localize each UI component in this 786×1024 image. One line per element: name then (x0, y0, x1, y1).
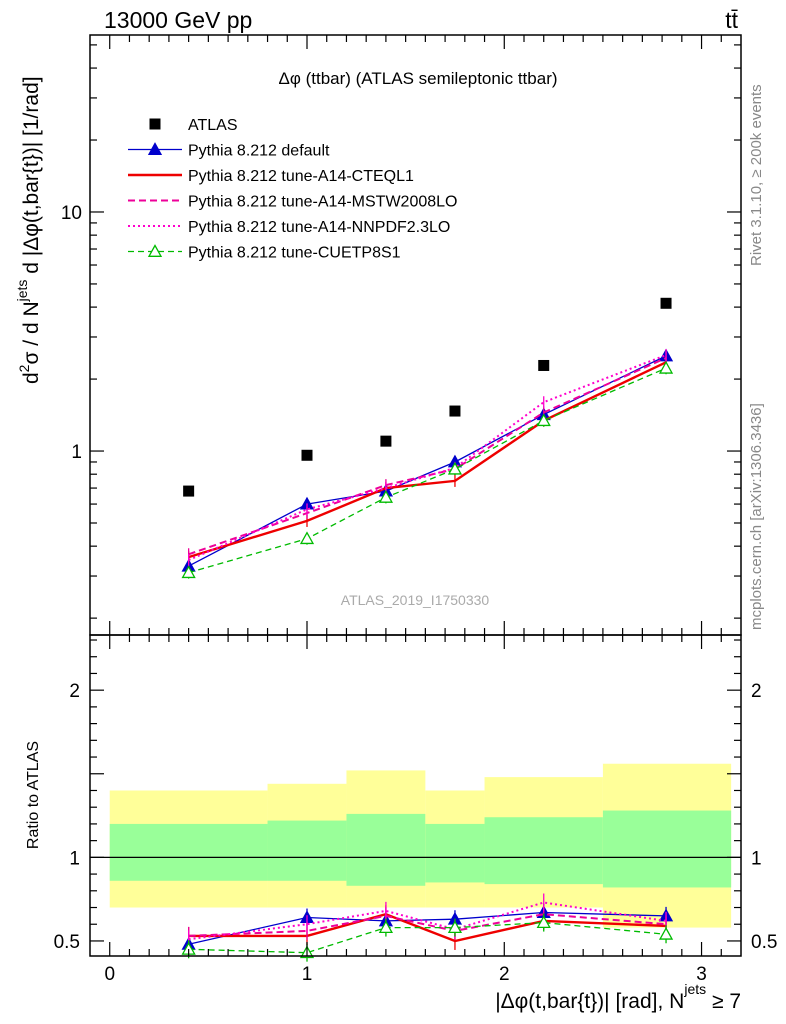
legend: ATLAS Pythia 8.212 default Pythia 8.212 tu… (128, 117, 457, 262)
ratio-marker-5-5 (658, 926, 674, 940)
atlas-point-0 (183, 485, 195, 497)
ylabel-part-sigma: σ / d N (20, 301, 43, 364)
ylabel-part-jets: jets (14, 280, 30, 303)
ratio-series-line-1 (188, 911, 667, 945)
band-green-4 (484, 817, 603, 885)
legend-marker-1 (147, 142, 163, 155)
atlas-point-5 (660, 297, 672, 309)
main-plot-area (181, 297, 674, 579)
ratio-ytick-label-right-1: 1 (751, 848, 762, 869)
xlabel-part-main: |Δφ(t,bar{t})| [rad], N (495, 990, 684, 1013)
xtick-label-1: 1 (302, 964, 313, 985)
watermark: ATLAS_2019_I1750330 (341, 592, 490, 608)
ratio-ytick-label-right-0: 0.5 (751, 932, 777, 953)
main-marker-5-0 (181, 565, 196, 579)
atlas-point-4 (538, 359, 550, 371)
main-axis-ticks: 1 10 (61, 35, 741, 635)
xtick-label-3: 3 (696, 964, 707, 985)
energy-label: 13000 GeV pp (104, 7, 252, 33)
band-green-3 (425, 823, 485, 883)
ylabel-part-d: d (20, 372, 43, 384)
band-green-2 (346, 813, 426, 886)
main-marker-5-3 (447, 461, 463, 475)
legend-marker-atlas (149, 118, 161, 130)
ratio-series-line-4 (188, 901, 667, 941)
main-ylabel: d2σ / d Njets d |Δφ(t,bar{t})| [1/rad] (14, 76, 43, 384)
legend-label-1: Pythia 8.212 default (188, 143, 330, 160)
ratio-marker-5-4 (536, 915, 551, 929)
ylabel-part-sup2: 2 (16, 364, 32, 372)
ratio-marker-5-2 (378, 920, 394, 934)
atlas-point-1 (301, 449, 313, 461)
main-marker-5-2 (378, 490, 394, 503)
ratio-plot-area (90, 763, 741, 962)
main-series-line-2 (188, 361, 667, 559)
legend-label-0: ATLAS (188, 117, 238, 134)
process-label: tt̄ (725, 7, 738, 33)
main-series-line-3 (188, 357, 667, 556)
band-green-1 (267, 820, 347, 881)
xtick-label-2: 2 (499, 964, 510, 985)
plot-title: Δφ (ttbar) (ATLAS semileptonic ttbar) (278, 69, 557, 88)
band-green-0 (109, 823, 268, 881)
ratio-ytick-label-left-0: 0.5 (54, 932, 80, 953)
main-panel: 1 10 Δφ (ttbar) (ATLAS semileptonic ttbar… (61, 34, 742, 636)
main-series-line-4 (188, 354, 667, 561)
legend-marker-5 (147, 244, 163, 257)
ratio-ylabel: Ratio to ATLAS (25, 741, 42, 849)
xlabel-part-rest: ≥ 7 (706, 990, 741, 1013)
ratio-ytick-label-left-2: 2 (69, 681, 80, 702)
xlabel-part-jets: jets (683, 981, 706, 997)
ratio-ytick-label-left-1: 1 (69, 848, 80, 869)
main-marker-5-5 (658, 360, 674, 374)
main-ytick-label-0: 1 (71, 442, 82, 463)
ratio-frame (89, 634, 742, 957)
ylabel-part-rest: d |Δφ(t,bar{t})| [1/rad] (20, 76, 43, 279)
xlabel: |Δφ(t,bar{t})| [rad], Njets ≥ 7 (495, 981, 741, 1013)
atlas-point-3 (449, 405, 461, 417)
band-green-5 (602, 810, 732, 888)
legend-label-5: Pythia 8.212 tune-CUETP8S1 (188, 245, 401, 262)
ratio-series-line-3 (188, 913, 667, 937)
legend-label-3: Pythia 8.212 tune-A14-MSTW2008LO (188, 194, 457, 211)
main-series-line-5 (188, 367, 667, 574)
main-marker-5-1 (299, 531, 315, 545)
mcplots-label: mcplots.cern.ch [arXiv:1306.3436] (748, 403, 765, 630)
ratio-series-line-5 (188, 921, 667, 954)
ratio-axis-ticks: 0.5 0.5 1 1 2 2 0 1 2 3 (54, 635, 777, 985)
main-ytick-label-1: 10 (61, 203, 82, 224)
atlas-point-2 (380, 435, 392, 447)
ratio-marker-5-3 (447, 920, 463, 934)
legend-label-4: Pythia 8.212 tune-A14-NNPDF2.3LO (188, 219, 450, 236)
main-marker-5-4 (536, 413, 551, 427)
ratio-ytick-label-right-2: 2 (751, 681, 762, 702)
legend-label-2: Pythia 8.212 tune-A14-CTEQL1 (188, 168, 414, 185)
rivet-label: Rivet 3.1.10, ≥ 200k events (748, 84, 765, 266)
xtick-label-0: 0 (104, 964, 115, 985)
ratio-panel: 0.5 0.5 1 1 2 2 0 1 2 3 (54, 634, 777, 985)
